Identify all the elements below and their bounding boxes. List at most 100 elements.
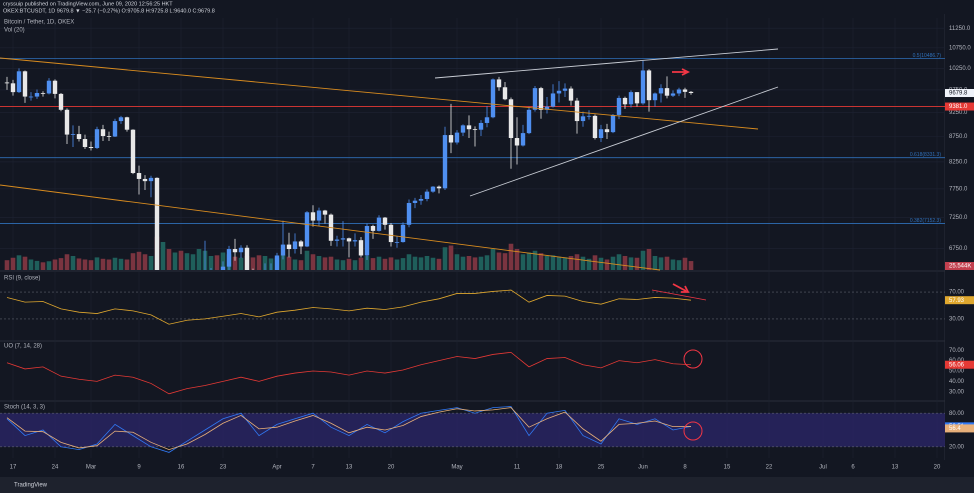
candle-body xyxy=(124,117,130,130)
volume-bar xyxy=(460,256,466,270)
candle-body xyxy=(586,115,592,117)
candle-body xyxy=(100,129,106,137)
footer-brand: TradingView xyxy=(14,483,48,489)
volume-bar xyxy=(100,258,106,270)
x-tick-label: 9 xyxy=(137,465,141,471)
volume-bar xyxy=(46,261,52,270)
candle-body xyxy=(550,93,556,107)
y-tick-label: 7750.0 xyxy=(949,186,968,192)
candle-body xyxy=(646,70,652,101)
volume-bar xyxy=(478,256,484,270)
candle-body xyxy=(358,240,364,256)
volume-bar xyxy=(508,243,514,270)
volume-bar xyxy=(118,258,124,270)
trend-line xyxy=(651,289,707,301)
candle-body xyxy=(658,88,664,94)
candle-body xyxy=(232,249,238,253)
volume-bar xyxy=(616,254,622,270)
volume-bar xyxy=(664,256,670,270)
candle-body xyxy=(142,178,148,182)
volume-bar xyxy=(388,257,394,270)
y-tick-label: 80.00 xyxy=(949,411,965,417)
volume-bar xyxy=(592,255,598,270)
candle-body xyxy=(298,241,304,247)
x-tick-label: May xyxy=(451,465,462,471)
volume-bar xyxy=(502,253,508,270)
volume-bar xyxy=(208,256,214,270)
volume-bar xyxy=(142,254,148,270)
y-tick-label: 10750.0 xyxy=(949,45,971,51)
candle-body xyxy=(472,129,478,131)
drawings xyxy=(0,48,779,441)
y-tick-label: 70.00 xyxy=(949,290,965,296)
support-label: 9381.0 xyxy=(949,104,968,110)
candle-body xyxy=(118,117,124,122)
candle-body xyxy=(52,80,58,94)
candle-body xyxy=(484,117,490,123)
volume-bar xyxy=(304,250,310,270)
candle-body xyxy=(238,247,244,253)
volume-bar xyxy=(346,258,352,270)
x-tick-label: 24 xyxy=(52,465,59,471)
indicator-line xyxy=(6,407,692,451)
volume-bar xyxy=(676,260,682,270)
volume-bar xyxy=(544,256,550,270)
x-tick-label: 15 xyxy=(724,465,731,471)
volume-bar xyxy=(262,256,268,270)
candle-body xyxy=(88,147,94,149)
candle-body xyxy=(94,129,100,149)
last-value-label-box xyxy=(945,360,974,369)
volume-bar xyxy=(442,247,448,270)
volume-bar xyxy=(658,257,664,270)
pane-title: RSI (9, close) xyxy=(4,276,40,282)
y-tick-label: 8250.0 xyxy=(949,159,968,165)
volume-bar xyxy=(424,256,430,270)
y-tick-label: 11250.0 xyxy=(949,26,971,32)
volume-bar xyxy=(364,256,370,270)
candle-body xyxy=(604,129,610,133)
volume-bar xyxy=(22,256,28,270)
volume-bar xyxy=(598,257,604,270)
volume-bar xyxy=(124,259,130,270)
last-value-label-box xyxy=(945,424,974,433)
candle-body xyxy=(64,109,70,135)
candle-body xyxy=(430,186,436,192)
y-tick-label: 7250.0 xyxy=(949,215,968,221)
volume-bar xyxy=(490,249,496,270)
support-label-box xyxy=(945,102,974,111)
y-tick-label: 6750.0 xyxy=(949,246,968,252)
volume-bar xyxy=(136,251,142,270)
x-tick-label: 20 xyxy=(388,465,395,471)
candle-body xyxy=(352,240,358,242)
candle-body xyxy=(664,88,670,96)
indicator-line xyxy=(6,351,692,395)
candle-body xyxy=(370,226,376,231)
last-volume-label: 25.544K xyxy=(949,264,971,270)
volume-bar xyxy=(382,258,388,270)
volume-bar xyxy=(94,257,100,270)
candle-body xyxy=(448,135,454,143)
candle-body xyxy=(538,88,544,110)
volume-bar xyxy=(466,256,472,270)
volume-bar xyxy=(280,255,286,270)
volume-title: Vol (20) xyxy=(4,28,25,34)
last-value-label: 56.4 xyxy=(949,426,961,432)
candle-body xyxy=(406,202,412,225)
x-tick-label: 25 xyxy=(598,465,605,471)
candle-body xyxy=(580,116,586,122)
candle-body xyxy=(508,99,514,139)
x-tick-label: Apr xyxy=(272,465,281,471)
volume-bar xyxy=(514,249,520,270)
candle-body xyxy=(10,83,16,93)
volume-bar xyxy=(130,253,136,270)
candle-body xyxy=(112,121,118,137)
volume-bar xyxy=(286,256,292,270)
candle-body xyxy=(628,92,634,105)
candle-body xyxy=(532,88,538,110)
candle-body xyxy=(634,92,640,104)
candle-body xyxy=(340,238,346,240)
y-tick-label: 9250.0 xyxy=(949,110,968,116)
candle-body xyxy=(4,82,10,84)
volume-bar xyxy=(472,257,478,270)
candle-body xyxy=(130,129,136,174)
